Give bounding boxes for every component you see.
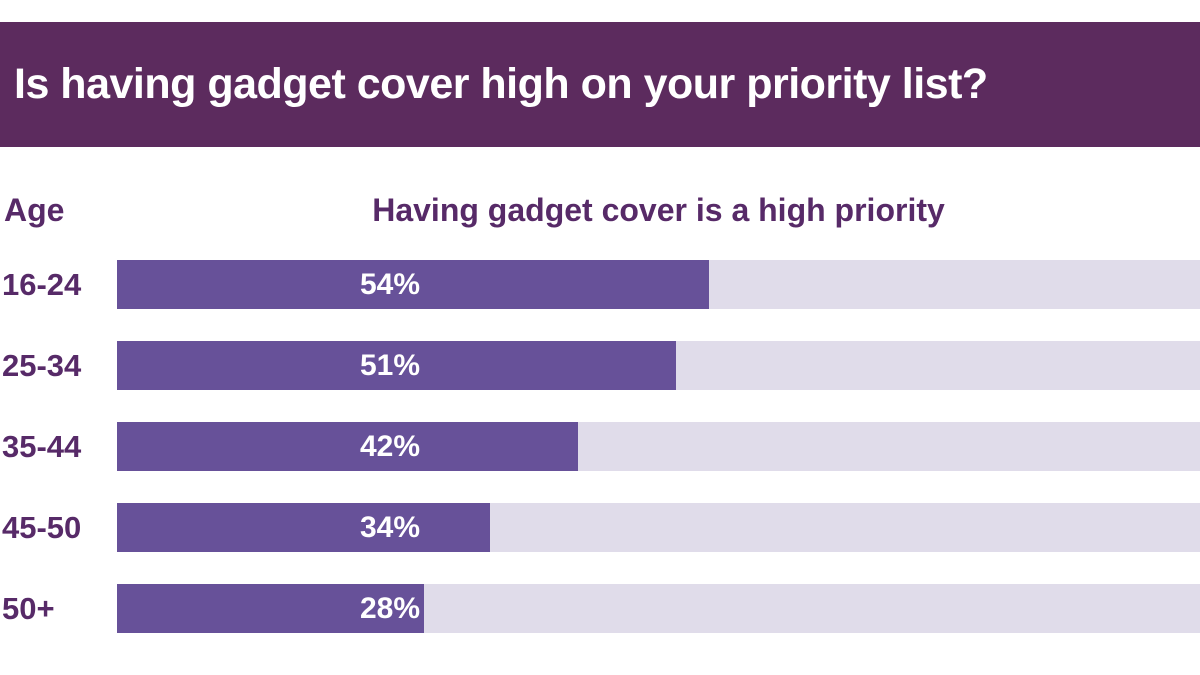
bar-fill-16-24: [117, 260, 709, 309]
chart-title: Having gadget cover is a high priority: [372, 192, 945, 228]
bar-row-16-24: 16-24 54%: [0, 260, 1200, 309]
bar-track-35-44: 42%: [117, 422, 1200, 471]
age-label-25-34: 25-34: [2, 348, 82, 383]
bar-track-45-50: 34%: [117, 503, 1200, 552]
age-label-16-24: 16-24: [2, 267, 82, 302]
bar-track-16-24: 54%: [117, 260, 1200, 309]
bar-fill-50plus: [117, 584, 424, 633]
bar-value-25-34: 51%: [359, 349, 421, 382]
title-banner: Is having gadget cover high on your prio…: [0, 22, 1200, 147]
age-label-50plus: 50+: [2, 591, 55, 626]
bar-fill-45-50: [117, 503, 490, 552]
bar-value-35-44: 42%: [359, 430, 421, 463]
bar-value-45-50: 34%: [359, 511, 421, 544]
bar-row-50plus: 50+ 28%: [0, 584, 1200, 633]
bar-fill-35-44: [117, 422, 578, 471]
bar-row-35-44: 35-44 42%: [0, 422, 1200, 471]
page-title: Is having gadget cover high on your prio…: [14, 60, 988, 108]
bar-track-25-34: 51%: [117, 341, 1200, 390]
bar-fill-25-34: [117, 341, 676, 390]
age-label-35-44: 35-44: [2, 429, 82, 464]
age-label-45-50: 45-50: [2, 510, 82, 545]
age-axis-heading: Age: [4, 192, 65, 228]
bar-track-50plus: 28%: [117, 584, 1200, 633]
bar-value-50plus: 28%: [359, 592, 421, 625]
bar-row-45-50: 45-50 34%: [0, 503, 1200, 552]
bar-value-16-24: 54%: [359, 268, 421, 301]
bar-row-25-34: 25-34 51%: [0, 341, 1200, 390]
